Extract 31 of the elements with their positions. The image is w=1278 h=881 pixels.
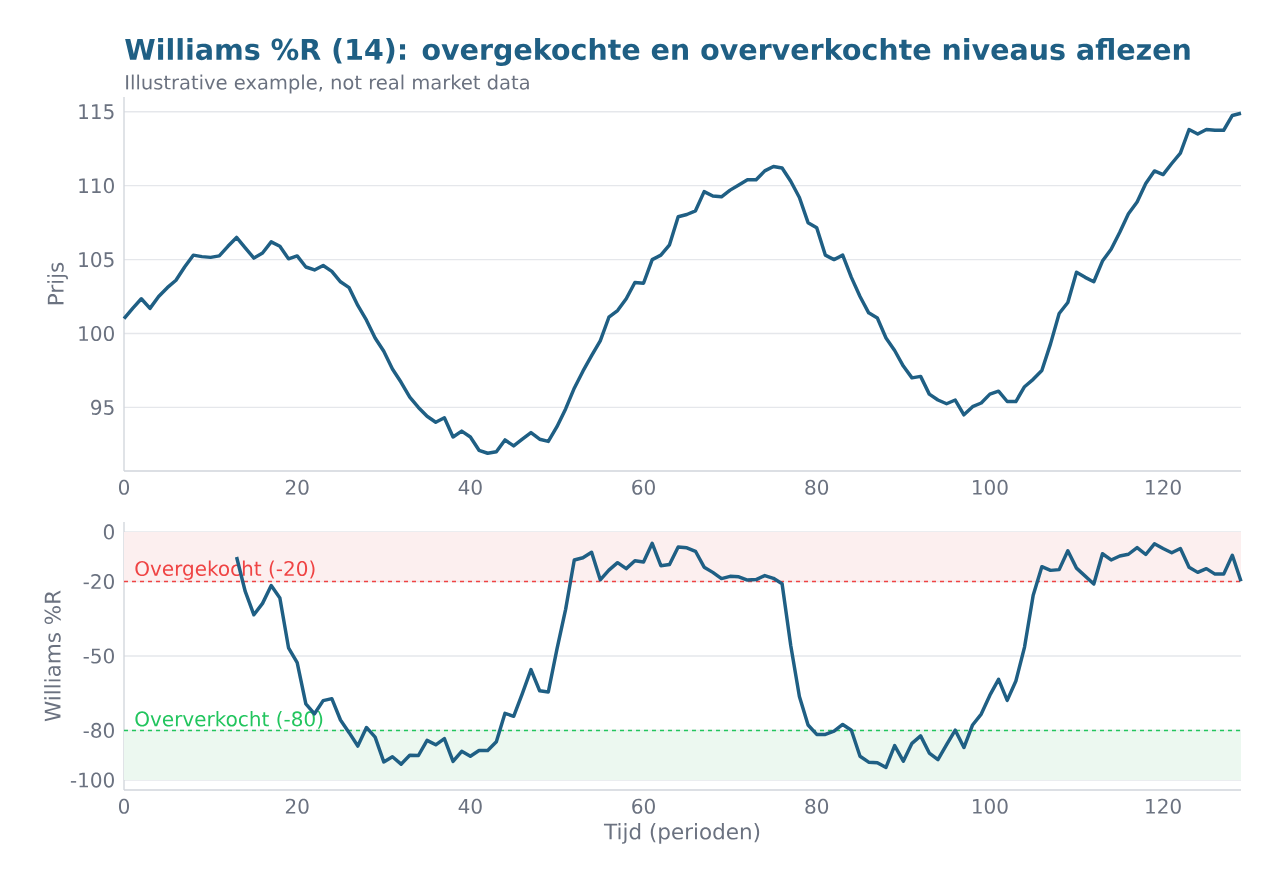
chart-subtitle: Illustrative example, not real market data (126, 74, 529, 94)
y-tick-label: -50 (83, 648, 114, 664)
chart-title: Williams %R (14): overgekochte en oververkochte niveaus aflezen (125, 38, 1190, 66)
x-tick-label: 0 (118, 798, 130, 814)
x-tick-label: 100 (973, 798, 1008, 814)
y-tick-label: 95 (91, 399, 114, 415)
y-tick-label: 100 (79, 325, 114, 342)
y-tick-label: 115 (79, 104, 114, 120)
x-tick-label: 40 (458, 798, 482, 814)
x-tick-label: 20 (285, 798, 309, 814)
x-tick-label: 60 (632, 798, 655, 814)
x-tick-label: 80 (805, 479, 829, 495)
x-tick-label: 40 (458, 479, 482, 495)
y-tick-label: -20 (83, 573, 114, 590)
y-tick-label: 110 (79, 178, 114, 194)
x-tick-label: 120 (1146, 798, 1181, 814)
y-axis-title: Williams %R (44, 590, 61, 722)
line-series (122, 111, 1243, 455)
y-tick-label: 0 (103, 524, 114, 540)
y-tick-label: -80 (83, 722, 114, 738)
y-tick-label: -100 (70, 772, 114, 788)
x-tick-label: 20 (285, 479, 309, 495)
x-tick-label: 100 (973, 479, 1008, 495)
y-axis-title: Prijs (47, 262, 68, 305)
ref-line-label: Oververkocht (-80) (135, 711, 323, 729)
x-tick-label: 80 (805, 798, 829, 814)
x-tick-label: 60 (632, 479, 655, 495)
x-tick-label: 120 (1146, 479, 1181, 495)
x-axis-title: Tijd (perioden) (603, 822, 760, 844)
x-tick-label: 0 (118, 479, 130, 495)
y-tick-label: 105 (79, 252, 114, 268)
